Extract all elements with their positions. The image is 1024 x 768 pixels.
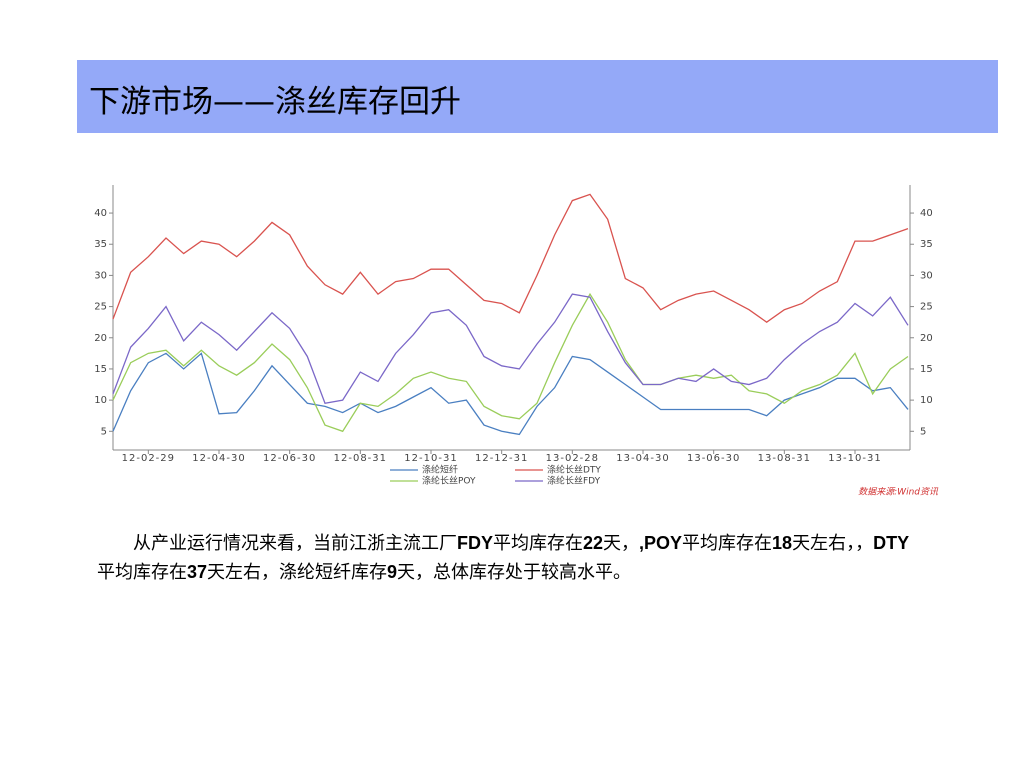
x-tick-label: 13-02-28: [546, 453, 599, 464]
legend-label: 涤纶长丝POY: [422, 475, 476, 487]
y-tick-label: 40: [94, 208, 107, 219]
text-run: DTY: [873, 533, 910, 553]
title-band: 下游市场——涤丝库存回升: [77, 60, 998, 133]
x-tick-label: 13-06-30: [687, 453, 740, 464]
y2-tick-label: 15: [920, 364, 933, 375]
y2-tick-label: 35: [920, 239, 933, 250]
text-run: 18: [772, 533, 793, 553]
text-run: 37: [187, 562, 208, 582]
y2-tick-label: 20: [920, 333, 933, 344]
y-tick-label: 25: [94, 302, 107, 313]
y-tick-label: 35: [94, 239, 107, 250]
y-tick-label: 5: [101, 426, 107, 437]
text-run: 9: [387, 562, 398, 582]
y2-tick-label: 10: [920, 395, 933, 406]
y2-tick-label: 40: [920, 208, 933, 219]
text-run: 平均库存在: [97, 562, 187, 583]
x-tick-label: 12-08-31: [334, 453, 387, 464]
paragraph: 从产业运行情况来看，当前江浙主流工厂FDY平均库存在22天，,POY平均库存在1…: [97, 529, 922, 587]
y2-tick-label: 5: [920, 426, 926, 437]
text-run: 天，总体库存处于较高水平。: [397, 562, 632, 583]
y-tick-label: 15: [94, 364, 107, 375]
series-line: [112, 292, 909, 433]
text-run: 平均库存在: [682, 533, 773, 554]
text-run: FDY: [457, 533, 493, 553]
y2-tick-label: 30: [920, 270, 933, 281]
x-tick-label: 12-12-31: [475, 453, 528, 464]
series-line: [112, 193, 909, 323]
legend-label: 涤纶长丝DTY: [547, 464, 601, 476]
text-run: 天，: [603, 533, 640, 554]
x-tick-label: 12-06-30: [263, 453, 316, 464]
y-tick-label: 30: [94, 270, 107, 281]
legend-label: 涤纶短纤: [422, 464, 458, 476]
text-run: 从产业运行情况来看，当前江浙主流工厂: [133, 533, 457, 554]
y-tick-label: 10: [94, 395, 107, 406]
text-run: ,POY: [639, 533, 683, 553]
x-tick-label: 12-02-29: [122, 453, 175, 464]
text-run: 天左右，涤纶短纤库存: [207, 562, 388, 583]
text-run: 平均库存在: [493, 533, 583, 554]
x-tick-label: 13-08-31: [758, 453, 811, 464]
text-run: 22: [583, 533, 604, 553]
x-tick-label: 12-10-31: [404, 453, 457, 464]
slide-title: 下游市场——涤丝库存回升: [89, 84, 461, 120]
legend-label: 涤纶长丝FDY: [547, 475, 601, 487]
y2-tick-label: 25: [920, 302, 933, 313]
x-tick-label: 12-04-30: [192, 453, 245, 464]
text-run: 天左右，，: [792, 533, 874, 554]
x-tick-label: 13-04-30: [616, 453, 669, 464]
y-tick-label: 20: [94, 333, 107, 344]
series-line: [112, 293, 909, 404]
source-note: 数据来源:Wind资讯: [858, 487, 939, 498]
x-tick-label: 13-10-31: [828, 453, 881, 464]
series-line: [112, 352, 909, 436]
